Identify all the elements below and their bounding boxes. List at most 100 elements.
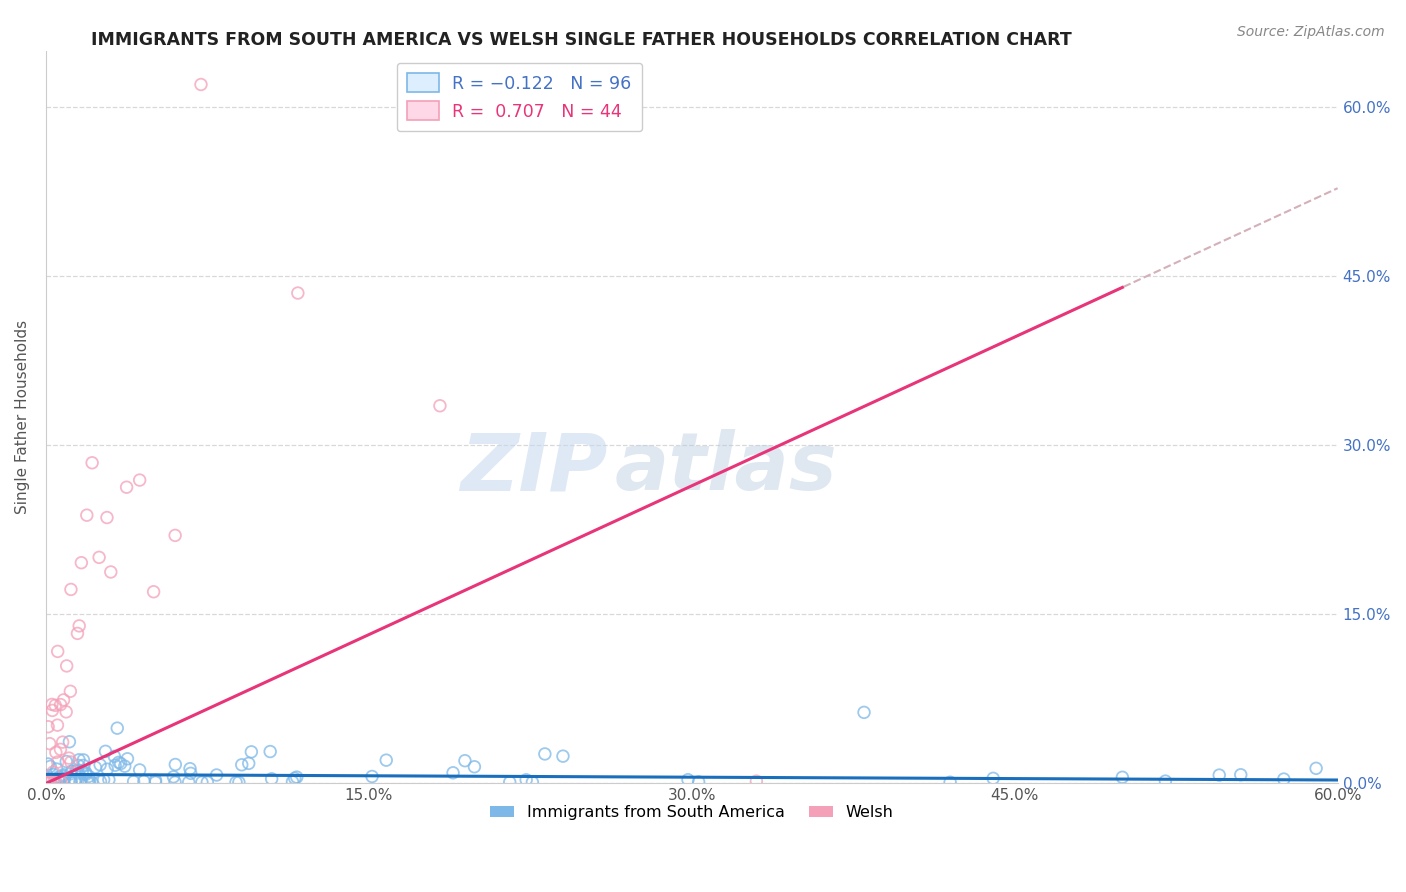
Point: [49, 770, 72, 784]
Point: [60, 774, 83, 789]
Point: [225, 775, 247, 789]
Point: [551, 749, 574, 764]
Point: [1208, 768, 1230, 782]
Point: [58, 735, 80, 749]
Point: [75, 767, 97, 781]
Point: [165, 528, 187, 542]
Point: [45, 745, 67, 759]
Point: [115, 480, 138, 494]
Point: [58, 751, 80, 765]
Point: [44, 698, 66, 713]
Point: [67, 753, 90, 767]
Point: [499, 775, 522, 789]
Point: [1111, 770, 1133, 784]
Point: [110, 756, 132, 771]
Point: [80, 775, 103, 789]
Point: [82, 456, 104, 470]
Point: [59, 582, 82, 597]
Point: [65, 764, 87, 778]
Point: [103, 749, 125, 764]
Point: [45, 762, 67, 776]
Point: [66, 626, 89, 640]
Point: [48, 770, 70, 784]
Point: [165, 757, 187, 772]
Point: [454, 754, 477, 768]
Point: [46, 755, 69, 769]
Point: [285, 770, 308, 784]
Point: [55, 755, 77, 769]
Point: [72, 753, 94, 767]
Point: [39, 759, 62, 773]
Point: [70, 773, 93, 788]
Point: [52, 768, 75, 782]
Point: [562, 100, 585, 114]
Point: [76, 775, 98, 789]
Point: [53, 772, 76, 786]
Point: [114, 759, 136, 773]
Point: [240, 745, 263, 759]
Point: [46, 718, 69, 732]
Point: [37, 720, 59, 734]
Point: [162, 770, 184, 784]
Point: [39, 775, 62, 789]
Point: [287, 286, 309, 301]
Point: [1305, 761, 1327, 775]
Point: [60, 764, 83, 779]
Point: [87, 550, 110, 565]
Point: [853, 706, 876, 720]
Point: [145, 773, 167, 788]
Text: atlas: atlas: [614, 429, 837, 508]
Point: [177, 775, 200, 789]
Point: [122, 774, 145, 789]
Point: [37, 775, 59, 789]
Point: [96, 762, 118, 776]
Point: [69, 775, 91, 789]
Point: [39, 772, 62, 787]
Point: [52, 693, 75, 707]
Point: [37, 775, 59, 789]
Point: [132, 774, 155, 789]
Point: [104, 758, 127, 772]
Point: [259, 745, 281, 759]
Point: [260, 772, 283, 786]
Point: [76, 508, 98, 523]
Point: [284, 772, 307, 786]
Point: [231, 757, 253, 772]
Point: [42, 775, 65, 789]
Legend: Immigrants from South America, Welsh: Immigrants from South America, Welsh: [484, 799, 900, 827]
Point: [429, 399, 451, 413]
Point: [59, 684, 82, 698]
Point: [52, 769, 75, 783]
Point: [97, 772, 120, 787]
Point: [79, 775, 101, 789]
Point: [67, 619, 90, 633]
Point: [42, 767, 65, 781]
Point: [361, 769, 384, 783]
Point: [205, 768, 228, 782]
Point: [72, 758, 94, 772]
Point: [59, 755, 82, 769]
Point: [37, 756, 59, 771]
Point: [65, 774, 87, 789]
Point: [676, 772, 699, 787]
Point: [145, 775, 167, 789]
Point: [93, 772, 115, 787]
Point: [66, 764, 89, 778]
Point: [128, 473, 150, 487]
Point: [281, 774, 304, 789]
Point: [534, 747, 557, 761]
Point: [228, 775, 250, 789]
Point: [238, 756, 260, 771]
Point: [46, 773, 69, 788]
Point: [38, 775, 60, 789]
Point: [49, 742, 72, 756]
Point: [55, 705, 77, 719]
Text: ZIP: ZIP: [461, 429, 607, 508]
Point: [52, 735, 75, 749]
Point: [165, 775, 187, 789]
Point: [45, 775, 67, 789]
Point: [77, 769, 100, 783]
Point: [49, 698, 72, 712]
Point: [49, 775, 72, 789]
Point: [745, 774, 768, 789]
